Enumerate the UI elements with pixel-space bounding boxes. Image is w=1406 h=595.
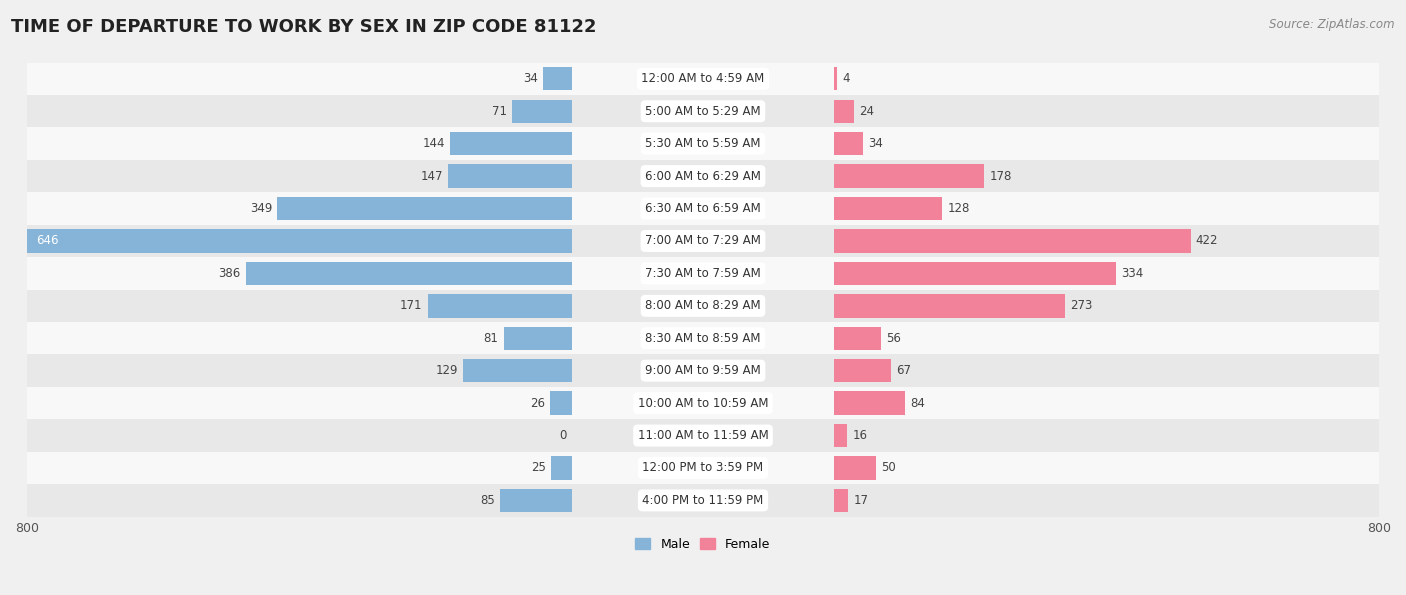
Bar <box>551 456 572 480</box>
Text: 178: 178 <box>990 170 1012 183</box>
Text: 7:00 AM to 7:29 AM: 7:00 AM to 7:29 AM <box>645 234 761 248</box>
Bar <box>834 392 905 415</box>
Bar <box>550 392 572 415</box>
Text: 12:00 AM to 4:59 AM: 12:00 AM to 4:59 AM <box>641 73 765 85</box>
Bar <box>27 160 1379 192</box>
Bar <box>27 290 1379 322</box>
Text: 26: 26 <box>530 397 546 409</box>
Text: 6:00 AM to 6:29 AM: 6:00 AM to 6:29 AM <box>645 170 761 183</box>
Bar <box>27 355 1379 387</box>
Bar <box>834 99 855 123</box>
Bar <box>834 359 890 383</box>
Bar <box>27 95 1379 127</box>
Text: 4: 4 <box>842 73 849 85</box>
Bar <box>27 62 1379 95</box>
Bar <box>503 327 572 350</box>
Text: 7:30 AM to 7:59 AM: 7:30 AM to 7:59 AM <box>645 267 761 280</box>
Bar <box>27 419 1379 452</box>
Bar <box>463 359 572 383</box>
Bar <box>427 294 572 318</box>
Text: 84: 84 <box>910 397 925 409</box>
Bar <box>27 387 1379 419</box>
Bar <box>834 67 838 90</box>
Text: 128: 128 <box>948 202 970 215</box>
Text: 10:00 AM to 10:59 AM: 10:00 AM to 10:59 AM <box>638 397 768 409</box>
Text: 71: 71 <box>492 105 508 118</box>
Text: 386: 386 <box>218 267 240 280</box>
Bar <box>277 197 572 220</box>
Text: 8:30 AM to 8:59 AM: 8:30 AM to 8:59 AM <box>645 332 761 345</box>
Text: 4:00 PM to 11:59 PM: 4:00 PM to 11:59 PM <box>643 494 763 507</box>
Bar <box>27 484 1379 516</box>
Bar <box>27 225 1379 257</box>
Bar <box>27 127 1379 160</box>
Text: 9:00 AM to 9:59 AM: 9:00 AM to 9:59 AM <box>645 364 761 377</box>
Text: 34: 34 <box>868 137 883 150</box>
Bar <box>27 192 1379 225</box>
Text: 422: 422 <box>1195 234 1218 248</box>
Text: 0: 0 <box>560 429 567 442</box>
Text: Source: ZipAtlas.com: Source: ZipAtlas.com <box>1270 18 1395 31</box>
Bar <box>543 67 572 90</box>
Text: 12:00 PM to 3:59 PM: 12:00 PM to 3:59 PM <box>643 462 763 474</box>
Bar <box>834 132 863 155</box>
Bar <box>834 456 876 480</box>
Text: 8:00 AM to 8:29 AM: 8:00 AM to 8:29 AM <box>645 299 761 312</box>
Text: 334: 334 <box>1121 267 1143 280</box>
Text: 17: 17 <box>853 494 869 507</box>
Text: 81: 81 <box>484 332 499 345</box>
Text: 50: 50 <box>882 462 896 474</box>
Text: 144: 144 <box>423 137 446 150</box>
Bar <box>450 132 572 155</box>
Bar <box>246 262 572 285</box>
Text: 5:00 AM to 5:29 AM: 5:00 AM to 5:29 AM <box>645 105 761 118</box>
Text: 85: 85 <box>481 494 495 507</box>
Text: 129: 129 <box>436 364 458 377</box>
Bar <box>834 164 984 188</box>
Bar <box>834 197 942 220</box>
Bar <box>512 99 572 123</box>
Text: 273: 273 <box>1070 299 1092 312</box>
Bar <box>447 164 572 188</box>
Text: 11:00 AM to 11:59 AM: 11:00 AM to 11:59 AM <box>638 429 768 442</box>
Text: 171: 171 <box>399 299 422 312</box>
Bar <box>27 452 1379 484</box>
Text: 25: 25 <box>531 462 546 474</box>
Bar <box>834 327 882 350</box>
Bar <box>834 294 1064 318</box>
Text: 56: 56 <box>886 332 901 345</box>
Legend: Male, Female: Male, Female <box>630 533 776 556</box>
Text: 147: 147 <box>420 170 443 183</box>
Bar <box>834 229 1191 253</box>
Text: 6:30 AM to 6:59 AM: 6:30 AM to 6:59 AM <box>645 202 761 215</box>
Text: 16: 16 <box>852 429 868 442</box>
Bar <box>834 262 1116 285</box>
Text: 349: 349 <box>250 202 271 215</box>
Text: TIME OF DEPARTURE TO WORK BY SEX IN ZIP CODE 81122: TIME OF DEPARTURE TO WORK BY SEX IN ZIP … <box>11 18 596 36</box>
Text: 646: 646 <box>37 234 59 248</box>
Bar <box>834 488 848 512</box>
Bar <box>27 229 572 253</box>
Bar <box>501 488 572 512</box>
Text: 24: 24 <box>859 105 875 118</box>
Bar <box>834 424 848 447</box>
Text: 67: 67 <box>896 364 911 377</box>
Text: 5:30 AM to 5:59 AM: 5:30 AM to 5:59 AM <box>645 137 761 150</box>
Bar <box>27 257 1379 290</box>
Text: 34: 34 <box>523 73 538 85</box>
Bar <box>27 322 1379 355</box>
